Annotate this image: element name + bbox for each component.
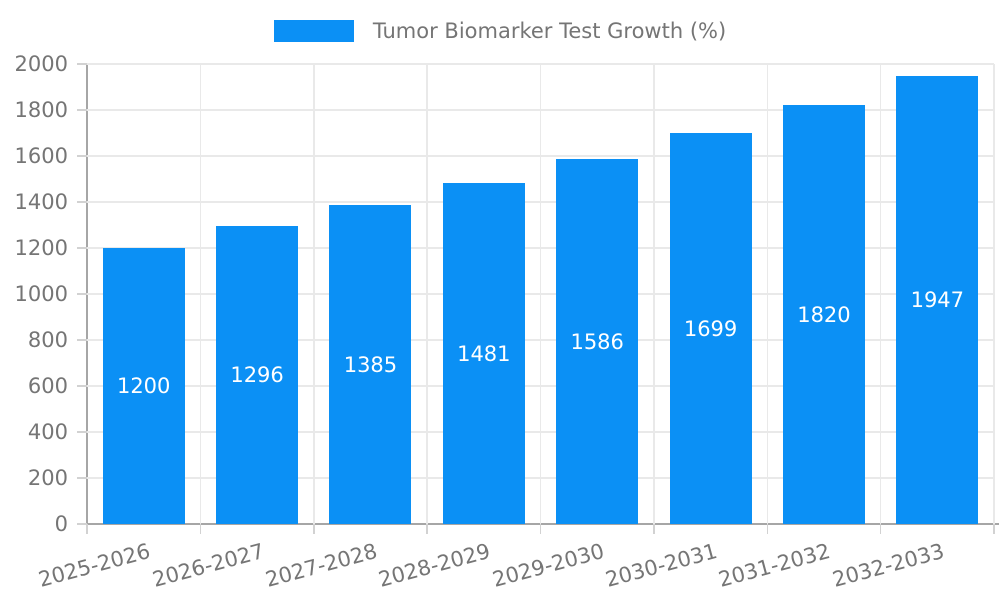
y-axis-tick [77,247,87,249]
bar [329,205,412,524]
x-axis-tick [86,524,88,534]
legend-label: Tumor Biomarker Test Growth (%) [372,19,727,43]
y-axis-tick [77,477,87,479]
grid-line-v [993,64,995,524]
y-tick-label: 0 [54,512,68,536]
y-tick-label: 1400 [14,190,68,214]
bar [102,248,185,524]
x-tick-label: 2031-2032 [716,539,834,592]
x-tick-label: 2027-2028 [262,539,380,592]
bar [442,183,525,524]
bar-value-label: 1586 [570,329,624,354]
bar-value-label: 1699 [683,316,738,341]
x-axis-tick [879,524,882,534]
grid-line-v [766,64,768,524]
y-axis-tick [77,523,87,525]
y-tick-label: 600 [27,374,68,398]
grid-line-v [313,64,315,524]
y-axis-tick [77,63,87,65]
y-tick-label: 400 [27,420,68,444]
x-tick-label: 2032-2033 [829,539,947,592]
y-tick-label: 1600 [14,144,68,168]
y-tick-label: 800 [27,328,68,352]
bar-value-label: 1200 [116,374,171,398]
grid-line-v [653,64,655,524]
y-axis-tick [77,431,87,433]
x-axis-tick [766,524,768,534]
chart-legend: Tumor Biomarker Test Growth (%) [0,17,1000,45]
y-axis-tick [77,109,87,111]
grid-line-v [879,64,882,524]
grid-line-v [199,64,202,524]
y-tick-label: 200 [27,466,68,490]
bar-value-label: 1296 [230,362,284,387]
y-axis-tick [77,155,87,157]
bar-value-label: 1481 [457,341,511,366]
bar-value-label: 1820 [797,302,851,327]
x-tick-label: 2029-2030 [489,539,607,592]
x-axis-tick [993,524,995,534]
y-axis-tick [77,385,87,387]
x-axis-tick [653,524,655,534]
x-tick-label: 2028-2029 [376,539,494,592]
y-tick-label: 1000 [14,282,68,306]
x-axis-tick [199,524,202,534]
bar-value-label: 1385 [343,352,398,377]
x-axis-line [86,523,999,525]
x-axis-tick [426,524,428,534]
bar [669,133,752,524]
bar [782,105,865,524]
y-axis-tick [77,201,87,203]
x-axis-tick [539,524,542,534]
x-tick-label: 2030-2031 [602,539,720,592]
grid-line-v [426,64,428,524]
y-tick-label: 2000 [14,52,68,76]
x-tick-label: 2026-2027 [149,539,267,592]
y-axis-tick [77,293,87,295]
legend-swatch-icon [273,20,354,42]
y-tick-label: 1200 [14,236,68,260]
x-tick-label: 2025-2026 [36,539,153,592]
y-tick-label: 1800 [14,98,68,122]
bar [896,76,979,524]
y-axis-tick [77,339,87,341]
grid-line-v [539,64,542,524]
bar [216,225,299,524]
x-axis-tick [313,524,315,534]
bar [556,159,639,524]
plot-area: 1200 1296 1385 1481 1586 1699 1820 1947 [77,63,999,534]
bar-value-label: 1947 [910,288,965,313]
